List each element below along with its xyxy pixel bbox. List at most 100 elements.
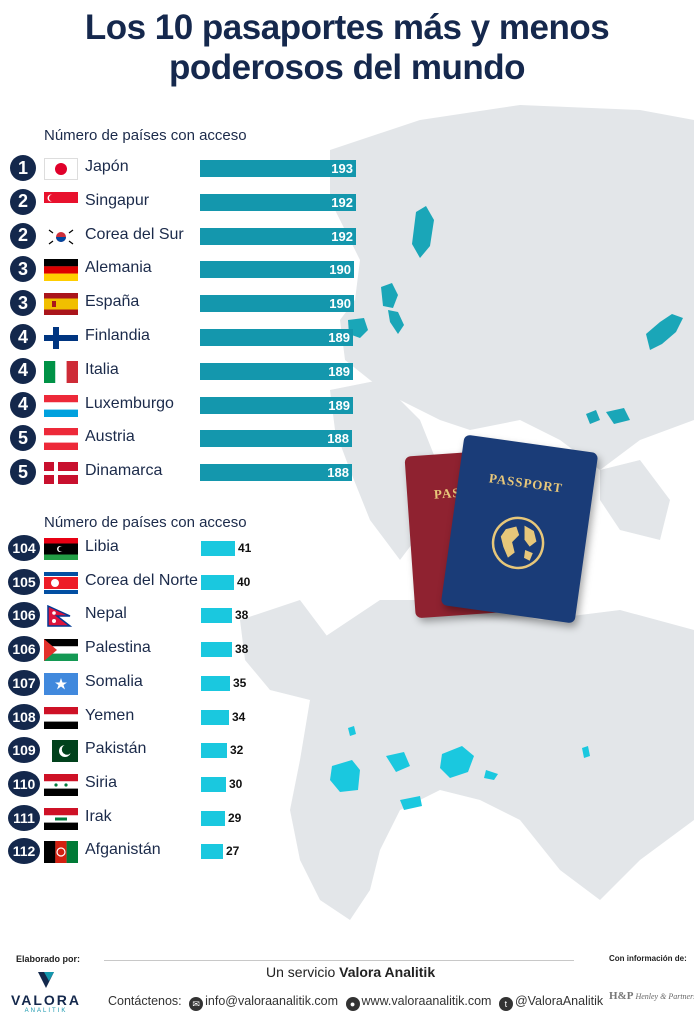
contact-web[interactable]: www.valoraanalitik.com xyxy=(361,994,492,1008)
contact-email[interactable]: info@valoraanalitik.com xyxy=(205,994,339,1008)
bottom_section-row: 105 Corea del Norte 40 xyxy=(8,567,370,597)
syria-flag-icon xyxy=(44,773,78,796)
top_section-row: 5 Austria 188 xyxy=(10,423,370,453)
value-label: 189 xyxy=(328,330,350,345)
country-name: Palestina xyxy=(85,639,151,657)
footer-divider xyxy=(104,960,574,961)
singapore-flag-icon xyxy=(44,191,78,214)
libya-flag-icon xyxy=(44,538,78,560)
bottom-section-label: Número de países con acceso xyxy=(44,514,247,531)
web-icon: ● xyxy=(345,997,360,1011)
top_section-row: 2 Corea del Sur 192 xyxy=(10,221,370,251)
country-name: Finlandia xyxy=(85,327,150,344)
value-label: 193 xyxy=(331,161,353,176)
value-label: 35 xyxy=(233,675,247,690)
value-label: 192 xyxy=(331,194,353,210)
value-bar: 29 xyxy=(201,810,241,826)
spain-flag-icon xyxy=(44,293,78,316)
rank-badge: 2 xyxy=(10,188,36,215)
yemen-flag-icon xyxy=(44,706,78,729)
country-name: Irak xyxy=(85,807,112,825)
top_section-row: 4 Italia 189 xyxy=(10,356,370,386)
contact-line: Contáctenos: ✉ info@valoraanalitik.com ● w… xyxy=(108,994,603,1011)
value-label: 30 xyxy=(229,776,243,791)
bottom_section-row: 112 Afganistán 27 xyxy=(8,836,370,866)
country-name: Dinamarca xyxy=(85,462,163,480)
nepal-flag-icon xyxy=(44,605,78,628)
top_section-row: 4 Luxemburgo 189 xyxy=(10,390,370,420)
country-name: Siria xyxy=(85,773,118,791)
passport-blue-illustration: PASSPORT xyxy=(440,434,599,624)
value-label: 188 xyxy=(327,465,349,481)
value-label: 189 xyxy=(328,363,350,379)
rank-badge: 110 xyxy=(8,770,40,797)
value-bar: 41 xyxy=(201,541,251,556)
value-bar: 38 xyxy=(201,642,248,658)
austria-flag-icon xyxy=(44,428,78,451)
country-name: Yemen xyxy=(85,706,135,724)
value-label: 41 xyxy=(238,541,252,555)
bottom_section-row: 106 Nepal 38 xyxy=(8,600,370,630)
germany-flag-icon xyxy=(44,259,78,282)
bottom_section-row: 108 Yemen 34 xyxy=(8,702,370,732)
rank-badge: 111 xyxy=(8,804,40,831)
rank-badge: 106 xyxy=(8,602,40,629)
value-label: 192 xyxy=(331,228,353,244)
north-korea-flag-icon xyxy=(44,571,78,594)
country-name: Luxemburgo xyxy=(85,394,174,412)
value-bar: 188 xyxy=(200,430,352,448)
value-bar: 188 xyxy=(200,464,352,482)
rank-badge: 105 xyxy=(8,568,40,595)
value-bar: 190 xyxy=(200,295,354,313)
japan-flag-icon xyxy=(44,158,78,180)
page-title: Los 10 pasaportes más y menos poderosos … xyxy=(0,8,694,88)
bottom_section-row: 111 Irak 29 xyxy=(8,803,370,833)
value-label: 190 xyxy=(329,262,351,278)
top_section-row: 4 Finlandia 189 xyxy=(10,322,370,352)
value-bar: 192 xyxy=(200,227,356,245)
servicio-prefix: Un servicio xyxy=(266,964,340,980)
country-name: Nepal xyxy=(85,605,127,623)
rank-badge: 106 xyxy=(8,636,40,663)
south-korea-flag-icon xyxy=(44,225,78,248)
title-line-2: poderosos del mundo xyxy=(168,48,526,87)
country-name: Corea del Sur xyxy=(85,225,184,243)
value-bar: 190 xyxy=(200,261,354,279)
contact-label: Contáctenos: xyxy=(108,994,182,1008)
value-label: 29 xyxy=(228,810,242,825)
rank-badge: 5 xyxy=(10,459,36,486)
value-bar: 192 xyxy=(200,193,356,211)
country-name: Austria xyxy=(85,428,135,446)
value-bar: 38 xyxy=(201,608,248,624)
afghanistan-flag-icon xyxy=(44,841,78,864)
rank-badge: 3 xyxy=(10,256,36,283)
rank-badge: 4 xyxy=(10,324,36,350)
value-label: 190 xyxy=(329,296,351,312)
globe-icon xyxy=(491,516,544,570)
value-bar: 32 xyxy=(201,743,243,759)
top_section-row: 3 España 190 xyxy=(10,288,370,318)
country-name: Japón xyxy=(85,158,129,175)
value-label: 27 xyxy=(226,844,240,859)
rank-badge: 1 xyxy=(10,155,36,181)
value-bar: 35 xyxy=(201,675,246,691)
bottom_section-row: 104 Libia 41 xyxy=(8,533,370,563)
value-label: 188 xyxy=(327,431,349,447)
finland-flag-icon xyxy=(44,327,78,349)
value-label: 34 xyxy=(232,709,246,724)
email-icon: ✉ xyxy=(189,997,204,1011)
value-label: 189 xyxy=(328,397,350,413)
value-label: 40 xyxy=(237,574,251,589)
denmark-flag-icon xyxy=(44,462,78,485)
country-name: Italia xyxy=(85,360,119,378)
valora-logo: VALORA ANALITIK xyxy=(10,970,82,1016)
rank-badge: 112 xyxy=(8,838,40,865)
contact-twitter[interactable]: @ValoraAnalitik xyxy=(514,994,604,1008)
rank-badge: 4 xyxy=(10,357,36,384)
value-label: 38 xyxy=(235,642,249,657)
logo-name: VALORA xyxy=(10,992,82,1008)
somalia-flag-icon xyxy=(44,672,78,695)
rank-badge: 108 xyxy=(8,703,40,730)
luxembourg-flag-icon xyxy=(44,394,78,417)
